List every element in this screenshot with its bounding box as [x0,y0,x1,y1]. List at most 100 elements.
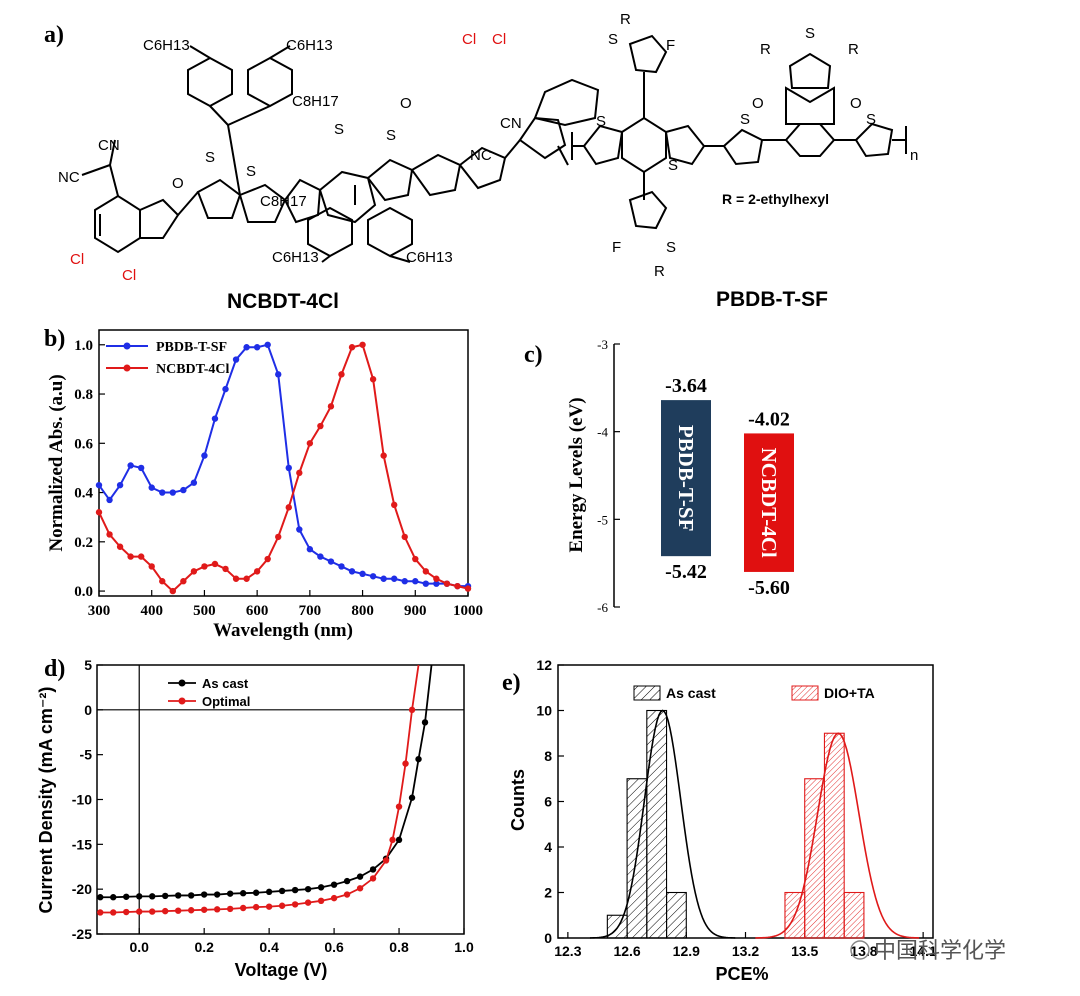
plot-d-point [252,889,260,896]
label-c6h13-4: C6H13 [406,249,453,266]
plot-d-point [317,897,325,905]
plot-b-point [369,376,377,383]
label-cn-left: CN [98,137,120,154]
left-cn-bond [109,164,119,197]
plot-e-ytick-label: 12 [536,657,552,673]
plot-b-point [422,580,430,587]
plot-e-ytick-label: 10 [536,703,552,719]
panel-a-structures: a) [44,11,918,313]
plot-b-point [127,462,134,469]
plot-e-xtick-label: 12.6 [613,943,640,959]
label-c6h13-1: C6H13 [143,37,190,54]
right-vinyl-bond [504,139,521,159]
right-cyclopentane [518,116,567,160]
plot-b-ylabel: Normalized Abs. (a.u) [46,374,67,551]
pbdb-thiophene-1 [582,124,624,166]
plot-d-ytick-label: -10 [72,792,92,808]
plot-b-ytick-label: 0.2 [74,535,93,551]
plot-b-point [275,371,282,378]
plot-d-xlabel: Voltage (V) [235,960,328,980]
plot-d-point [304,885,312,893]
plot-d-legend: As cast Optimal [168,676,250,709]
thiophene-3 [366,158,414,202]
plot-d-point [187,907,195,914]
plot-c-homo-label: -5.60 [748,577,790,599]
plot-c-bar [744,433,794,572]
plot-e-xtick-label: 14.1 [910,943,937,959]
watermark-text: 中国科学化学 [874,938,1006,963]
plot-b-point [169,587,176,595]
plot-b-point [264,555,271,563]
plot-c-ytick-label: -6 [597,600,608,615]
plot-b-point [190,479,198,486]
plot-b-point [211,560,219,568]
plot-b-point [116,543,124,550]
plot-d-ytick-label: -25 [72,926,92,942]
plot-e-axes: 12.3 12.6 12.9 13.2 13.5 13.8 14.1 0 2 4 6 8 10 12 [536,657,937,959]
label-s-3: S [386,127,396,144]
label-c6h13-2: C6H13 [286,37,333,54]
plot-d-axes: 0.0 0.2 0.4 0.6 0.8 1.0 5 0 -5 -10 -15 -20 -25 [72,657,474,955]
plot-b-point [211,415,219,422]
plot-b-xtick-label: 500 [193,603,216,619]
plot-b-point [95,509,103,516]
plot-b-point [243,344,250,351]
plot-b-point [137,464,145,472]
label-nc-right: NC [470,147,492,164]
plot-b-point [264,341,271,348]
panel-label-d: d) [44,656,65,682]
plot-e-legend-label: As cast [666,685,716,701]
plot-d-line [100,664,420,914]
plot-e-legend-label: DIO+TA [824,685,875,701]
plot-d-point [110,909,117,916]
plot-b-point [222,385,229,393]
label-s-bdd: S [805,25,815,42]
plot-c-bar-label: PBDB-T-SF [674,425,698,532]
plot-b-line [98,343,469,593]
plot-e-ytick-label: 6 [544,794,552,810]
plot-e-ytick-label: 0 [544,930,552,946]
pbdb-side-thiophene-2 [628,190,668,230]
label-cl-3: Cl [462,31,476,48]
plot-d-point [415,755,422,763]
plot-e-legend: As cast DIO+TA [633,685,875,701]
plot-b-point [275,533,282,541]
label-cl-2: Cl [122,267,136,284]
plot-d-point [136,908,143,915]
plot-b-point [243,575,250,582]
plot-b-legend-marker [123,364,131,372]
plot-b-ytick-label: 0.4 [74,486,93,502]
plot-d-xtick-label: 0.0 [129,939,149,955]
pbdb-name: PBDB-T-SF [716,288,828,311]
plot-d-point [200,906,208,913]
plot-d-point [265,888,273,896]
plot-b-point [338,563,345,570]
plot-b-point [285,504,292,511]
label-f-2: F [612,239,621,256]
plot-b-point [359,341,366,348]
phenyl-1-tail [189,45,211,59]
plot-e-ytick-label: 2 [544,885,552,901]
plot-b-point [380,575,387,582]
plot-b-point [306,440,314,447]
plot-b-point [380,452,387,459]
plot-b-point [222,565,229,573]
plot-b-point [201,563,208,570]
r-definition: R = 2-ethylhexyl [722,191,829,207]
phenyl-2-bond [227,105,271,126]
panel-label-c: c) [524,342,543,368]
plot-b-point [401,533,408,541]
panel-e-histogram: e) 12.3 12.6 12.9 13.2 13.5 13.8 14.1024681012… [502,657,937,984]
plot-e-xtick-label: 12.3 [554,943,581,959]
plot-e-frame [557,664,934,939]
plot-c-lumo-label: -3.64 [665,375,707,397]
plot-b-point [180,486,187,494]
plot-b-series [95,341,472,595]
plot-e-xtick-label: 13.5 [791,943,818,959]
plot-b-point [464,585,472,592]
plot-d-point [343,891,351,898]
plot-b-point [127,553,134,560]
plot-b-ytick-label: 0.8 [74,387,93,403]
phenyl-hidden-15 [306,190,328,202]
